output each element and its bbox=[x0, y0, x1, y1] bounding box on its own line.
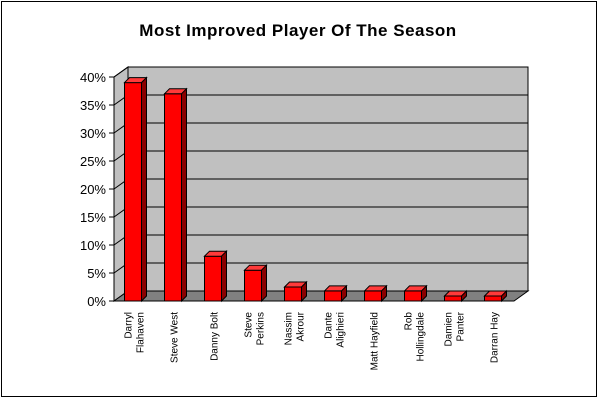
bar bbox=[284, 286, 302, 302]
bar-side bbox=[381, 284, 387, 303]
y-tick-label: 20% bbox=[80, 182, 106, 197]
category-label: DanteAlighieri bbox=[324, 312, 347, 348]
category-label: Danny Bolt bbox=[210, 312, 221, 361]
bar bbox=[164, 93, 182, 302]
bar bbox=[484, 295, 502, 302]
y-tick-label: 10% bbox=[80, 238, 106, 253]
bar-side bbox=[341, 284, 347, 303]
bar bbox=[444, 295, 462, 302]
bar bbox=[324, 290, 342, 302]
bar bbox=[404, 290, 422, 302]
bar-side bbox=[221, 249, 227, 303]
bar bbox=[124, 82, 142, 302]
bar-side bbox=[461, 289, 467, 303]
bar-side bbox=[501, 289, 507, 303]
bar bbox=[204, 255, 222, 302]
y-tick-label: 25% bbox=[80, 154, 106, 169]
y-tick-label: 0% bbox=[87, 294, 106, 309]
bar-side bbox=[181, 87, 187, 303]
category-label: RobHollingdale bbox=[404, 312, 427, 362]
category-label: Darran Hay bbox=[490, 312, 501, 363]
y-tick-label: 15% bbox=[80, 210, 106, 225]
y-tick-label: 40% bbox=[80, 70, 106, 85]
category-label: Matt Hayfield bbox=[370, 312, 381, 370]
bar-side bbox=[141, 76, 147, 303]
category-label: DamienPanter bbox=[444, 311, 467, 346]
chart-title: Most Improved Player Of The Season bbox=[139, 21, 456, 40]
y-tick-label: 30% bbox=[80, 126, 106, 141]
bar-side bbox=[301, 280, 307, 303]
gridline bbox=[113, 66, 528, 78]
bar bbox=[244, 269, 262, 302]
category-label: DarrylFlahaven bbox=[124, 312, 147, 353]
category-label: NassimAkrour bbox=[284, 311, 307, 345]
bar bbox=[364, 290, 382, 302]
bar-side bbox=[421, 284, 427, 303]
y-tick-label: 5% bbox=[87, 266, 106, 281]
bar-side bbox=[261, 263, 267, 303]
category-label: Steve West bbox=[170, 312, 181, 363]
category-label: StevePerkins bbox=[244, 312, 267, 346]
y-tick-label: 35% bbox=[80, 98, 106, 113]
plot-area: 0% 5% 10% 15% 20% 25% 30% 35% 40% DarrylFlahaven S… bbox=[80, 66, 530, 370]
